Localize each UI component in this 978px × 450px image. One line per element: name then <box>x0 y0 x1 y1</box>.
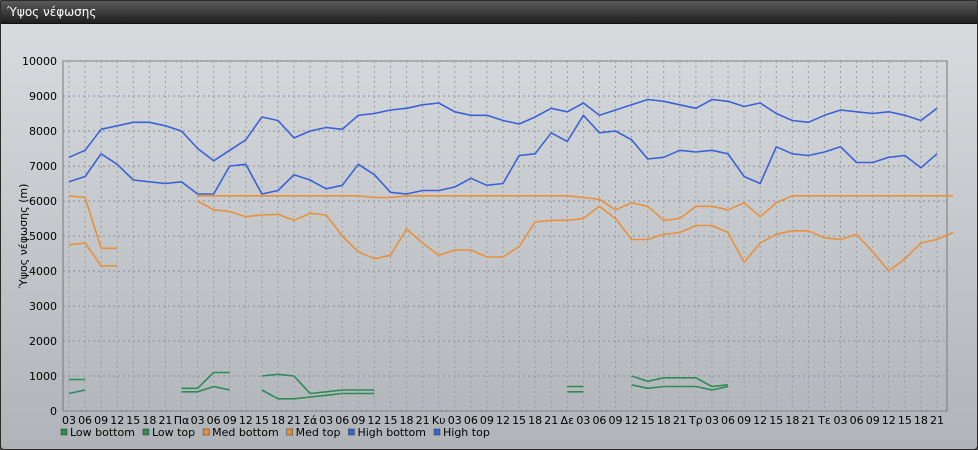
series-line-high-bottom <box>68 114 938 195</box>
series-line-med-bottom <box>68 200 954 272</box>
x-tick-label: 09 <box>223 414 237 427</box>
legend-swatch-med-bottom <box>202 428 210 436</box>
x-tick-label: 15 <box>898 414 912 427</box>
x-tick-label: 18 <box>142 414 156 427</box>
legend-label-high-bottom: High bottom <box>357 426 426 439</box>
x-tick-label: 21 <box>930 414 944 427</box>
legend-label-med-bottom: Med bottom <box>212 426 279 439</box>
legend-swatch-low-bottom <box>60 428 68 436</box>
x-tick-label: 06 <box>850 414 864 427</box>
y-tick-label: 3000 <box>29 300 57 313</box>
y-tick-label: 6000 <box>29 195 57 208</box>
series-line-low-bottom <box>68 384 729 400</box>
x-tick-label: 15 <box>641 414 655 427</box>
x-tick-label: 03 <box>191 414 205 427</box>
x-tick-label: Σά <box>303 414 317 427</box>
x-tick-label: 12 <box>496 414 510 427</box>
x-tick-label: 03 <box>705 414 719 427</box>
x-tick-label: 03 <box>834 414 848 427</box>
series-line-high-top <box>68 98 938 162</box>
x-tick-label: 15 <box>126 414 140 427</box>
x-tick-label: 09 <box>866 414 880 427</box>
x-tick-label: 09 <box>609 414 623 427</box>
window-titlebar: Ύψος νέφωσης <box>1 1 977 24</box>
x-tick-label: 21 <box>416 414 430 427</box>
x-tick-label: 21 <box>673 414 687 427</box>
x-tick-label: 03 <box>319 414 333 427</box>
x-tick-label: 15 <box>512 414 526 427</box>
x-tick-label: 21 <box>544 414 558 427</box>
y-tick-label: 9000 <box>29 90 57 103</box>
series-line-med-top <box>68 195 954 250</box>
x-tick-label: 15 <box>769 414 783 427</box>
x-tick-label: 06 <box>207 414 221 427</box>
x-tick-label: Δε <box>561 414 575 427</box>
x-tick-label: 18 <box>785 414 799 427</box>
x-tick-label: 03 <box>62 414 76 427</box>
x-tick-label: Κυ <box>432 414 446 427</box>
legend-swatch-high-bottom <box>348 428 355 436</box>
x-tick-label: 09 <box>737 414 751 427</box>
x-tick-label: 12 <box>239 414 253 427</box>
legend: Low bottom Low top Med bottom Med top High b… <box>60 426 490 439</box>
x-tick-label: 15 <box>383 414 397 427</box>
x-tick-label: 21 <box>287 414 301 427</box>
x-tick-label: 18 <box>657 414 671 427</box>
x-tick-label: 03 <box>448 414 462 427</box>
y-tick-label: 8000 <box>29 125 57 138</box>
x-tick-label: 12 <box>110 414 124 427</box>
x-tick-label: 06 <box>592 414 606 427</box>
x-tick-label: 06 <box>335 414 349 427</box>
x-tick-label: 12 <box>625 414 639 427</box>
legend-label-high-top: High top <box>443 426 490 439</box>
legend-swatch-med-top <box>286 428 293 436</box>
y-tick-label: 10000 <box>22 55 57 68</box>
x-tick-label: 21 <box>158 414 172 427</box>
x-tick-label: 06 <box>464 414 478 427</box>
x-tick-label: 18 <box>914 414 928 427</box>
legend-label-low-top: Low top <box>152 426 195 439</box>
window-title: Ύψος νέφωσης <box>7 5 97 19</box>
x-tick-label: 03 <box>576 414 590 427</box>
legend-label-low-bottom: Low bottom <box>70 426 135 439</box>
x-axis: 03 06 09 12 15 18 21 Πα 03 06 09 12 15 18 21 Σά 03 06 09 12… <box>62 414 944 427</box>
legend-swatch-low-top <box>142 428 150 436</box>
grid-lines <box>63 60 947 412</box>
x-tick-label: Τρ <box>688 414 703 427</box>
y-tick-label: 0 <box>50 405 57 418</box>
cloud-height-chart: 0 1000 2000 3000 4000 5000 6000 7000 8000 9000 100… <box>17 55 954 439</box>
x-tick-label: 18 <box>271 414 285 427</box>
series-line-low-top <box>69 371 729 395</box>
series-lines <box>68 98 954 400</box>
x-tick-label: 12 <box>753 414 767 427</box>
x-tick-label: 06 <box>721 414 735 427</box>
x-tick-label: 12 <box>882 414 896 427</box>
y-axis-title: Ύψος νέφωσης (m) <box>17 184 30 290</box>
legend-swatch-high-top <box>433 428 441 436</box>
x-tick-label: Πα <box>174 414 190 427</box>
y-tick-label: 7000 <box>29 160 57 173</box>
x-tick-label: 12 <box>367 414 381 427</box>
x-tick-label: 18 <box>528 414 542 427</box>
x-tick-label: 18 <box>400 414 414 427</box>
y-tick-label: 1000 <box>29 370 57 383</box>
x-tick-label: 09 <box>351 414 365 427</box>
legend-label-med-top: Med top <box>296 426 341 439</box>
x-tick-label: 09 <box>94 414 108 427</box>
y-tick-label: 5000 <box>29 230 57 243</box>
y-axis: 0 1000 2000 3000 4000 5000 6000 7000 8000 9000 100… <box>22 55 57 418</box>
x-tick-label: 06 <box>78 414 92 427</box>
x-tick-label: Τε <box>817 414 831 427</box>
y-tick-label: 2000 <box>29 335 57 348</box>
y-tick-label: 4000 <box>29 265 57 278</box>
x-tick-label: 15 <box>255 414 269 427</box>
x-tick-label: 21 <box>801 414 815 427</box>
x-tick-label: 09 <box>480 414 494 427</box>
